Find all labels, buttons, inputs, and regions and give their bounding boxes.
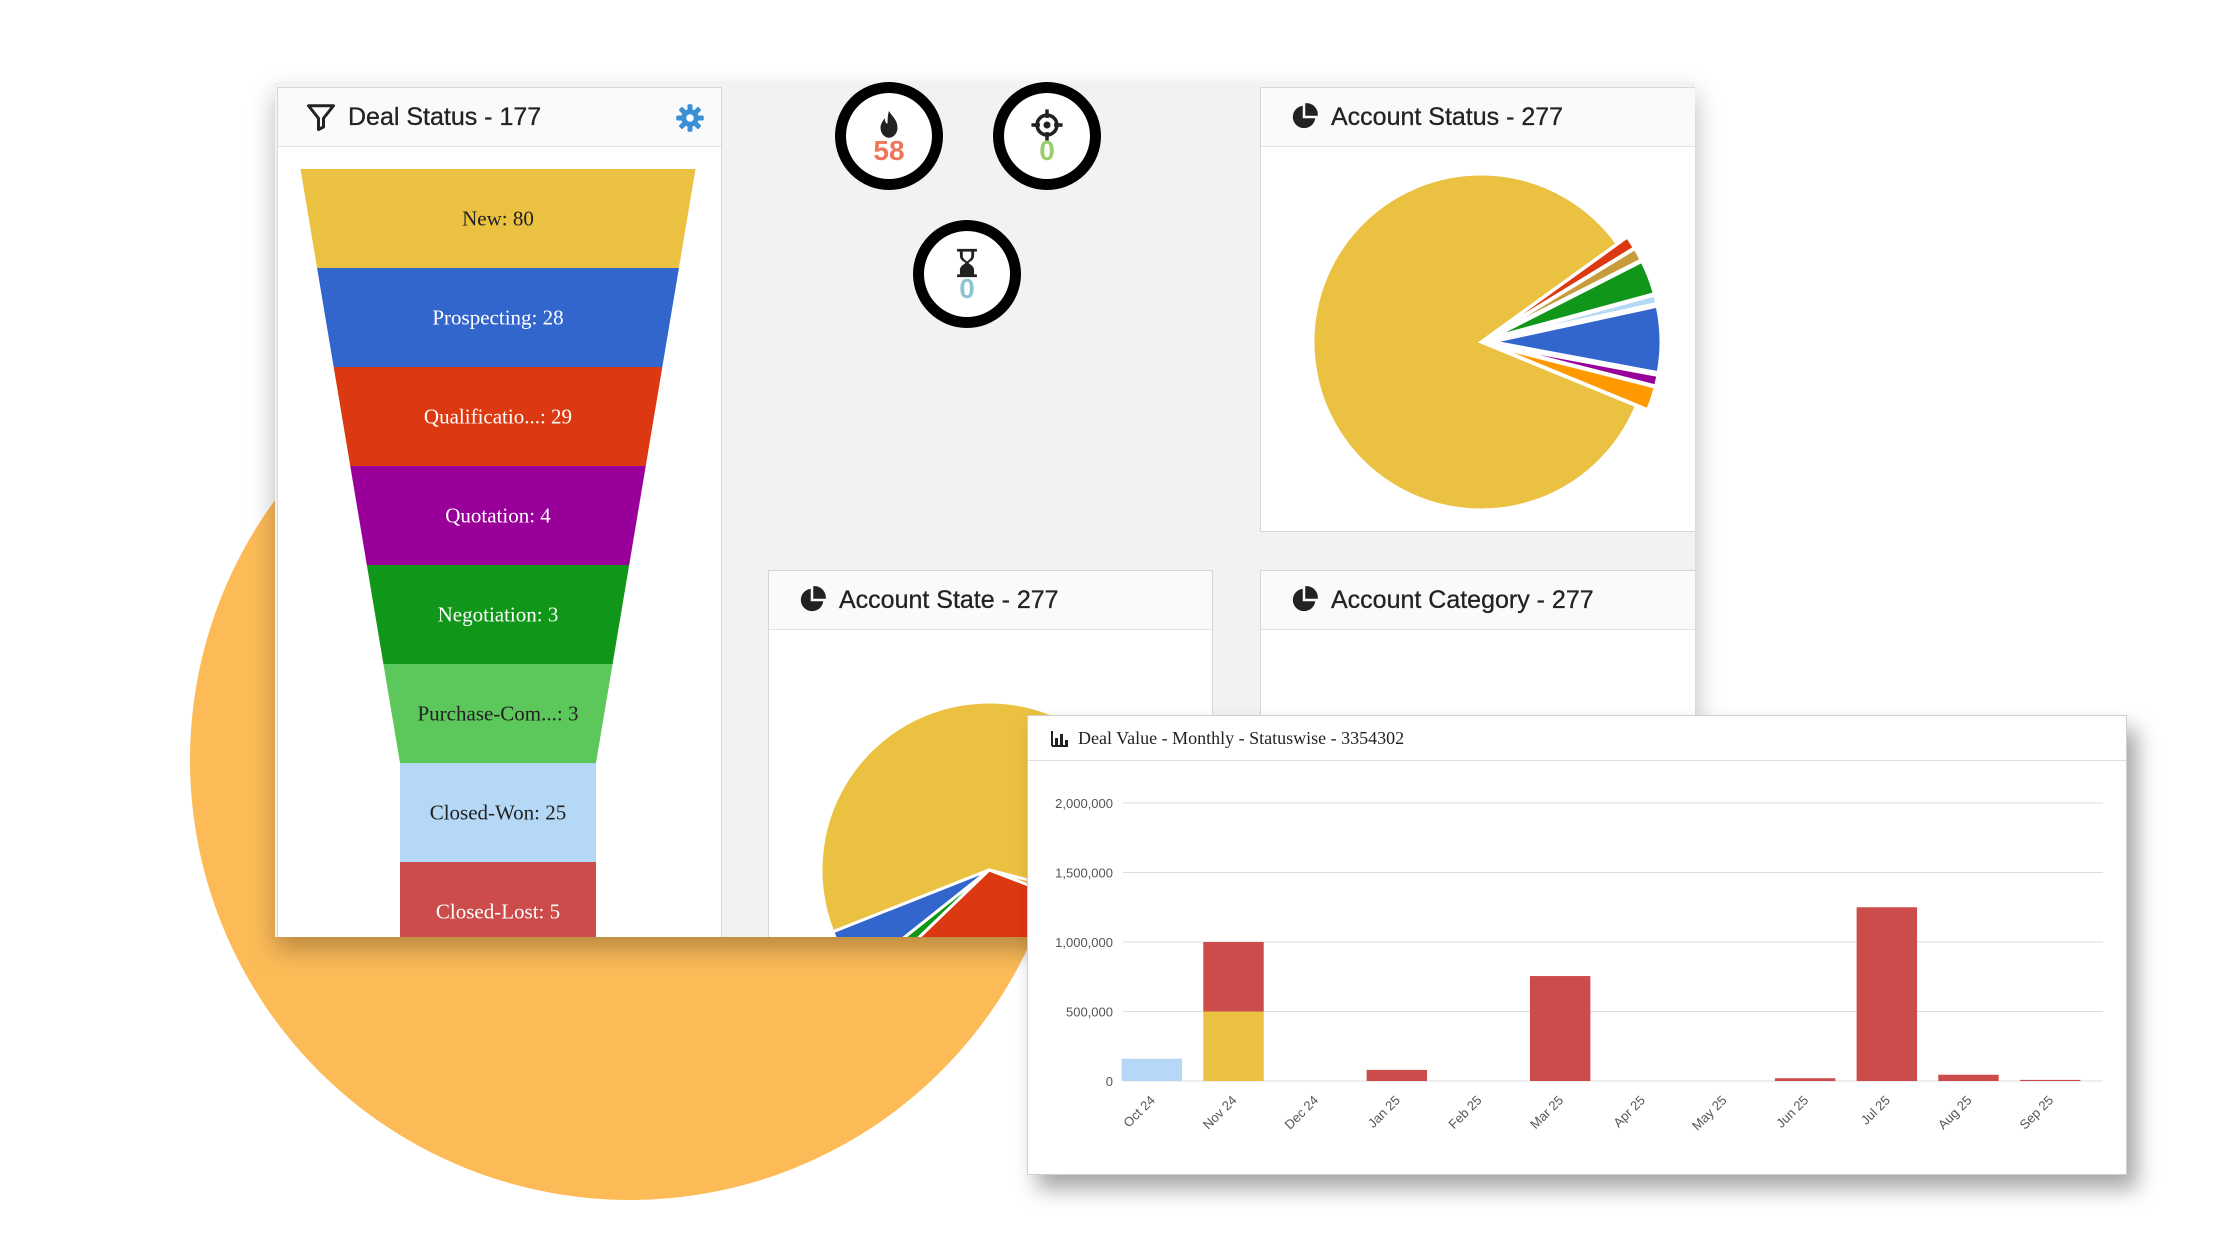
- x-tick-label: Feb 25: [1445, 1093, 1484, 1132]
- x-tick-label: Apr 25: [1610, 1093, 1648, 1131]
- deal-value-title: Deal Value - Monthly - Statuswise - 3354…: [1078, 727, 1405, 748]
- pie-slice[interactable]: [830, 868, 990, 937]
- deal-value-panel: Deal Value - Monthly - Statuswise - 3354…: [1027, 715, 2127, 1175]
- deal-status-funnel: New: 80 Prospecting: 28 Qualificatio...: 2…: [300, 169, 696, 937]
- hourglass-icon: [957, 248, 977, 278]
- bar-segment[interactable]: [1529, 976, 1591, 1081]
- funnel-icon: [307, 104, 335, 131]
- y-tick-label: 0: [1106, 1074, 1113, 1089]
- pie-slice[interactable]: [1490, 246, 1644, 338]
- account-status-header: Account Status - 277: [1261, 88, 1695, 147]
- flame-icon: [880, 110, 898, 138]
- funnel-stage-label: New: 80: [462, 207, 534, 231]
- funnel-stage[interactable]: [300, 169, 696, 268]
- funnel-stage[interactable]: [400, 763, 596, 862]
- bar-segment[interactable]: [1121, 1058, 1183, 1081]
- bar-segment[interactable]: [1203, 1011, 1264, 1082]
- bar-chart-icon: [1051, 731, 1068, 747]
- pie-chart-icon: [1292, 103, 1318, 129]
- x-tick-label: Mar 25: [1527, 1093, 1566, 1132]
- bar-segment[interactable]: [1774, 1078, 1836, 1081]
- account-state-header: Account State - 277: [769, 571, 1212, 630]
- pie-slice[interactable]: [1492, 293, 1659, 341]
- y-tick-label: 1,500,000: [1055, 866, 1113, 881]
- account-status-title: Account Status - 277: [1331, 102, 1564, 131]
- account-status-panel: Account Status - 277: [1260, 87, 1695, 532]
- bar-segment[interactable]: [1856, 907, 1918, 1081]
- funnel-stage[interactable]: [317, 268, 679, 367]
- x-tick-label: Jan 25: [1365, 1093, 1403, 1131]
- funnel-stage-label: Purchase-Com...: 3: [418, 702, 579, 726]
- kpi-hot-deals[interactable]: 58: [835, 82, 943, 190]
- bar-segment[interactable]: [1203, 942, 1264, 1012]
- kpi-target[interactable]: 0: [993, 82, 1101, 190]
- funnel-stage-label: Prospecting: 28: [432, 306, 563, 330]
- pie-chart-icon: [800, 586, 826, 612]
- kpi-pending[interactable]: 0: [913, 220, 1021, 328]
- y-tick-label: 500,000: [1066, 1005, 1113, 1020]
- x-tick-label: Jun 25: [1773, 1093, 1811, 1131]
- funnel-stage[interactable]: [400, 862, 596, 937]
- x-tick-label: Jul 25: [1858, 1093, 1893, 1128]
- funnel-stage-label: Negotiation: 3: [438, 603, 559, 627]
- y-tick-label: 2,000,000: [1055, 796, 1113, 811]
- funnel-stage[interactable]: [366, 565, 630, 664]
- funnel-stage-label: Closed-Won: 25: [430, 801, 567, 825]
- deal-status-panel: Deal Status - 177 New: 80 Prospecting: 28…: [277, 87, 722, 937]
- gear-icon[interactable]: [675, 103, 705, 133]
- account-category-title: Account Category - 277: [1331, 585, 1594, 614]
- deal-status-title: Deal Status - 177: [348, 102, 542, 131]
- pie-slice[interactable]: [1311, 172, 1639, 512]
- funnel-stage[interactable]: [333, 367, 663, 466]
- kpi-pending-value: 0: [959, 273, 975, 304]
- funnel-stage[interactable]: [383, 664, 613, 763]
- x-tick-label: Aug 25: [1935, 1093, 1975, 1133]
- bar-segment[interactable]: [2019, 1079, 2081, 1081]
- funnel-stage-label: Quotation: 4: [445, 504, 551, 528]
- pie-chart-icon: [1292, 586, 1318, 612]
- account-state-title: Account State - 277: [839, 585, 1059, 614]
- deal-status-header: Deal Status - 177: [278, 88, 721, 147]
- deal-value-bar-chart: 0 500,000 1,000,000 1,500,000 2,000,000 Oct 2…: [1055, 796, 2103, 1134]
- x-tick-label: Dec 24: [1282, 1093, 1322, 1133]
- kpi-hot-deals-value: 58: [873, 135, 905, 166]
- deal-value-header: Deal Value - Monthly - Statuswise - 3354…: [1028, 716, 2126, 761]
- x-tick-label: Sep 25: [2017, 1093, 2057, 1133]
- account-category-header: Account Category - 277: [1261, 571, 1695, 630]
- bar-segment[interactable]: [1366, 1069, 1428, 1081]
- kpi-target-value: 0: [1039, 135, 1055, 166]
- x-tick-label: Oct 24: [1120, 1093, 1158, 1131]
- x-tick-label: May 25: [1689, 1093, 1730, 1134]
- x-tick-label: Nov 24: [1200, 1093, 1240, 1133]
- account-status-pie: [1311, 172, 1663, 512]
- pie-slice[interactable]: [1491, 344, 1658, 412]
- funnel-stage-label: Closed-Lost: 5: [436, 900, 560, 924]
- pie-slice[interactable]: [1491, 259, 1657, 340]
- pie-slice[interactable]: [1492, 304, 1663, 375]
- bar-segment[interactable]: [1938, 1074, 1999, 1081]
- funnel-stage-label: Qualificatio...: 29: [424, 405, 572, 429]
- y-tick-label: 1,000,000: [1055, 935, 1113, 950]
- crosshair-icon: [1031, 109, 1063, 141]
- funnel-stage[interactable]: [350, 466, 646, 565]
